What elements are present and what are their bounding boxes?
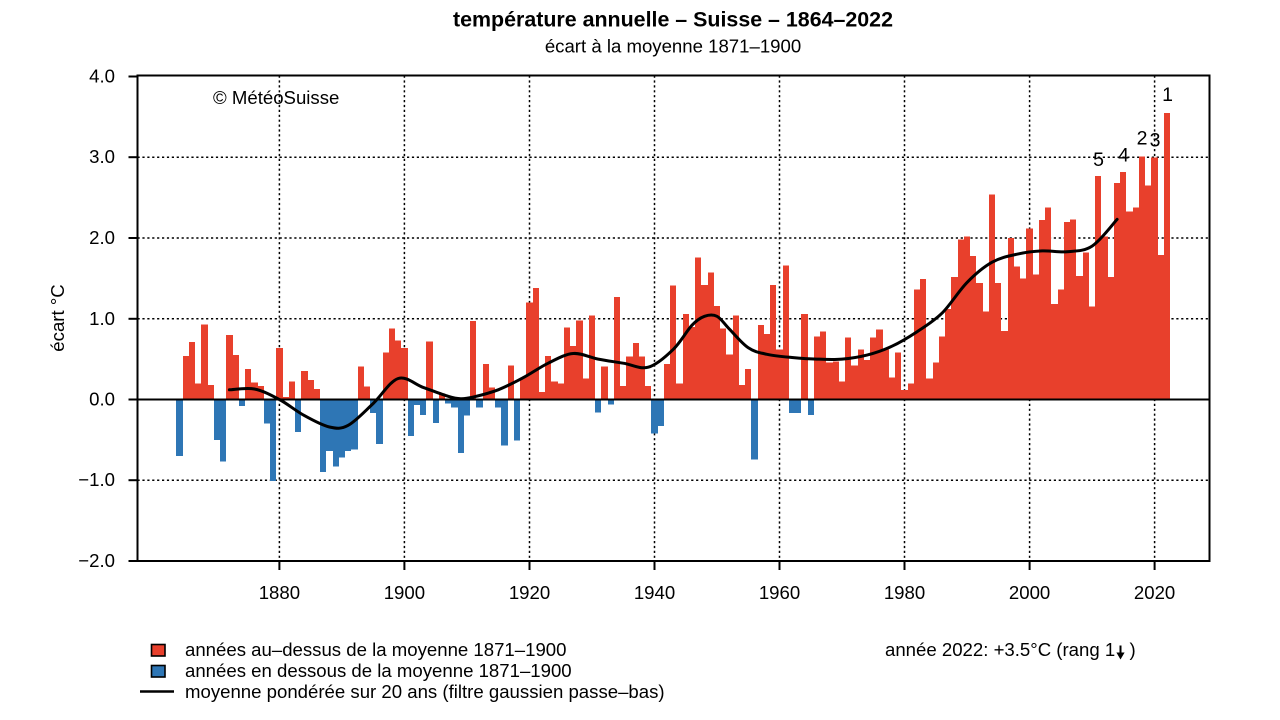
- svg-text:5: 5: [1093, 149, 1104, 171]
- svg-text:1920: 1920: [509, 582, 550, 603]
- svg-text:moyenne pondérée sur 20 ans (f: moyenne pondérée sur 20 ans (filtre gaus…: [185, 681, 665, 702]
- svg-text:2: 2: [1137, 128, 1148, 150]
- svg-text:4.0: 4.0: [89, 66, 115, 87]
- svg-text:année 2022: +3.5°C (rang 1: année 2022: +3.5°C (rang 1: [885, 639, 1115, 660]
- svg-text:2020: 2020: [1134, 582, 1175, 603]
- svg-text:1.0: 1.0: [89, 308, 115, 329]
- svg-text:4: 4: [1118, 145, 1129, 167]
- svg-text:années au–dessus de la moyenne: années au–dessus de la moyenne 1871–1900: [185, 639, 566, 660]
- svg-text:© MétéoSuisse: © MétéoSuisse: [213, 87, 339, 108]
- svg-text:1960: 1960: [759, 582, 800, 603]
- svg-text:3: 3: [1150, 130, 1161, 152]
- svg-text:température annuelle – Suisse: température annuelle – Suisse – 1864–202…: [453, 8, 893, 32]
- svg-text:écart °C: écart °C: [47, 284, 68, 351]
- svg-text:−2.0: −2.0: [78, 550, 115, 571]
- svg-text:1980: 1980: [884, 582, 925, 603]
- svg-text:2.0: 2.0: [89, 227, 115, 248]
- svg-text:0.0: 0.0: [89, 389, 115, 410]
- svg-text:1: 1: [1162, 84, 1173, 106]
- svg-text:): ): [1130, 639, 1136, 660]
- svg-text:1940: 1940: [634, 582, 675, 603]
- svg-text:années en dessous de la moyenn: années en dessous de la moyenne 1871–190…: [185, 660, 572, 681]
- svg-text:écart à la moyenne 1871–1900: écart à la moyenne 1871–1900: [545, 36, 801, 57]
- svg-text:3.0: 3.0: [89, 146, 115, 167]
- svg-text:−1.0: −1.0: [78, 469, 115, 490]
- svg-text:1900: 1900: [384, 582, 425, 603]
- svg-text:2000: 2000: [1009, 582, 1050, 603]
- svg-text:1880: 1880: [259, 582, 300, 603]
